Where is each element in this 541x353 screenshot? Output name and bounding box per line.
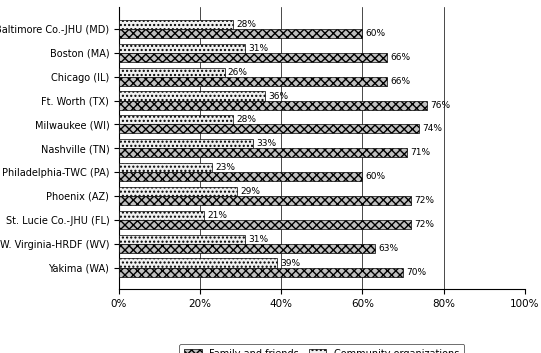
Bar bbox=[119, 187, 237, 196]
Text: 26%: 26% bbox=[228, 68, 248, 77]
Bar bbox=[119, 20, 233, 29]
Text: 63%: 63% bbox=[378, 244, 398, 253]
Bar bbox=[119, 77, 387, 86]
Bar bbox=[119, 115, 233, 124]
Text: 72%: 72% bbox=[414, 196, 434, 205]
Text: 76%: 76% bbox=[431, 101, 451, 109]
Bar bbox=[119, 53, 387, 62]
Text: 60%: 60% bbox=[366, 29, 386, 38]
Text: 31%: 31% bbox=[248, 44, 268, 53]
Bar bbox=[119, 44, 245, 53]
Text: 60%: 60% bbox=[366, 172, 386, 181]
Bar bbox=[119, 172, 362, 181]
Bar bbox=[119, 68, 225, 77]
Text: 39%: 39% bbox=[280, 258, 301, 268]
Bar bbox=[119, 268, 403, 277]
Text: 36%: 36% bbox=[268, 91, 288, 101]
Bar bbox=[119, 124, 419, 133]
Text: 33%: 33% bbox=[256, 139, 276, 148]
Text: 66%: 66% bbox=[390, 77, 410, 86]
Text: 66%: 66% bbox=[390, 53, 410, 62]
Text: 28%: 28% bbox=[236, 115, 256, 124]
Bar bbox=[119, 29, 362, 38]
Text: 28%: 28% bbox=[236, 20, 256, 29]
Text: 21%: 21% bbox=[208, 211, 227, 220]
Bar bbox=[119, 211, 204, 220]
Bar bbox=[119, 244, 374, 253]
Bar bbox=[119, 235, 245, 244]
Bar bbox=[119, 163, 212, 172]
Bar bbox=[119, 91, 265, 101]
Text: 23%: 23% bbox=[215, 163, 235, 172]
Bar bbox=[119, 220, 411, 229]
Legend: Family and friends, Community organizations: Family and friends, Community organizati… bbox=[179, 344, 465, 353]
Text: 74%: 74% bbox=[423, 125, 443, 133]
Text: 31%: 31% bbox=[248, 235, 268, 244]
Bar bbox=[119, 148, 407, 157]
Text: 72%: 72% bbox=[414, 220, 434, 229]
Text: 29%: 29% bbox=[240, 187, 260, 196]
Text: 71%: 71% bbox=[410, 148, 431, 157]
Bar bbox=[119, 139, 253, 148]
Text: 70%: 70% bbox=[406, 268, 426, 277]
Bar bbox=[119, 196, 411, 205]
Bar bbox=[119, 101, 427, 110]
Bar bbox=[119, 258, 277, 268]
